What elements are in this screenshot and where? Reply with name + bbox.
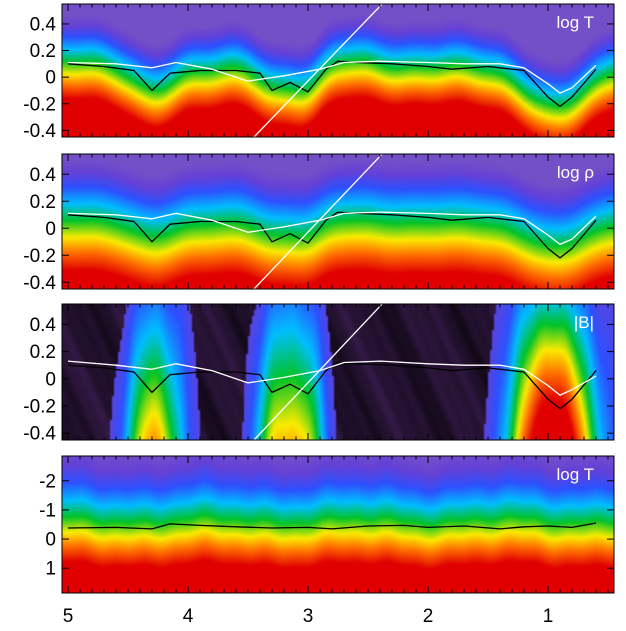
y-tick-label: -0.2 — [23, 94, 56, 115]
heatmap-image — [62, 304, 614, 440]
x-tick-label: 2 — [423, 606, 434, 627]
y-tick-label: 0.4 — [30, 315, 57, 336]
y-tick-label: -0.4 — [23, 121, 56, 142]
diagonal-line — [253, 4, 384, 137]
panel-frame — [61, 153, 615, 290]
panel-1: 0.4 0.2 0 -0.2 -0.4 log T — [23, 3, 615, 142]
y-tick-label: -0.2 — [23, 246, 56, 267]
y-tick-label: 0 — [45, 219, 56, 240]
y-tick-label: -0.4 — [23, 273, 56, 294]
heatmap-image — [62, 154, 614, 289]
y-tick-label: 0 — [45, 369, 56, 390]
panel-label: log T — [557, 465, 595, 484]
x-tick-label: 3 — [303, 606, 314, 627]
panels: 0.4 0.2 0 -0.2 -0.4 log T 0.4 0.2 0 -0.2 -0.4 log ρ… — [23, 3, 615, 594]
y-tick-label: -1 — [39, 500, 56, 521]
panel-4: -2 -1 0 1 log T — [39, 455, 615, 594]
y-tick-label: 0.4 — [30, 165, 57, 186]
series-line-black — [67, 211, 597, 259]
panel-label: log T — [557, 13, 595, 32]
y-tick-label: 0 — [45, 530, 56, 551]
x-tick-label: 4 — [183, 606, 194, 627]
series-line-white — [67, 360, 597, 396]
y-tick-label: -0.4 — [23, 424, 56, 445]
y-tick-label: 1 — [45, 559, 56, 580]
heatmap-image — [62, 456, 614, 593]
series-line-white — [67, 211, 597, 246]
y-tick-label: 0.2 — [30, 41, 56, 62]
diagonal-line — [253, 304, 384, 440]
panel-frame — [61, 3, 615, 138]
y-tick-label: 0.2 — [30, 342, 56, 363]
panel-frame — [61, 455, 615, 594]
series-line-white — [67, 60, 597, 94]
panel-frame — [61, 303, 615, 441]
heatmap-image — [62, 4, 614, 137]
series-line-black — [67, 361, 597, 410]
diagonal-line — [253, 154, 384, 289]
x-axis: 5 4 3 2 1 — [63, 606, 554, 627]
y-tick-label: 0.2 — [30, 192, 56, 213]
y-tick-label: 0 — [45, 68, 56, 89]
x-tick-label: 1 — [543, 606, 554, 627]
y-tick-label: -0.2 — [23, 397, 56, 418]
panel-2: 0.4 0.2 0 -0.2 -0.4 log ρ — [23, 153, 615, 294]
panel-3: 0.4 0.2 0 -0.2 -0.4 |B| — [23, 303, 615, 445]
panel-label: log ρ — [557, 163, 594, 182]
y-tick-label: 0.4 — [30, 14, 57, 35]
y-tick-label: -2 — [39, 471, 56, 492]
series-line-black — [67, 60, 597, 108]
series-line-black — [67, 522, 597, 530]
panel-label: |B| — [574, 313, 594, 332]
x-tick-label: 5 — [63, 606, 74, 627]
